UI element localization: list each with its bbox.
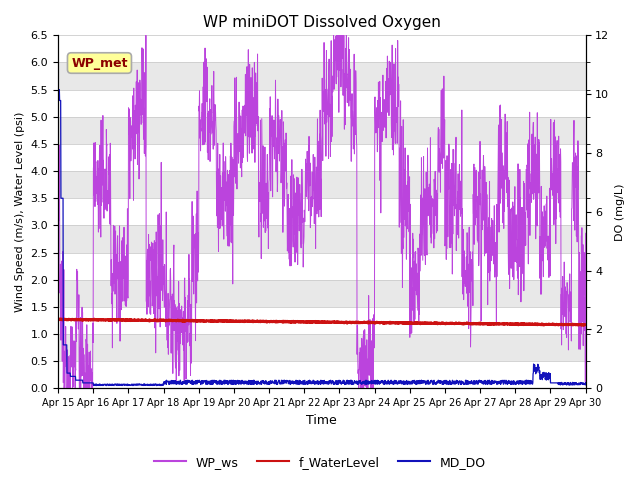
- X-axis label: Time: Time: [307, 414, 337, 427]
- Y-axis label: Wind Speed (m/s), Water Level (psi): Wind Speed (m/s), Water Level (psi): [15, 112, 25, 312]
- Bar: [58, 62, 586, 90]
- Bar: [58, 334, 586, 361]
- Bar: [58, 280, 586, 307]
- Bar: [58, 171, 586, 198]
- Y-axis label: DO (mg/L): DO (mg/L): [615, 183, 625, 240]
- Title: WP miniDOT Dissolved Oxygen: WP miniDOT Dissolved Oxygen: [203, 15, 441, 30]
- Text: WP_met: WP_met: [71, 57, 128, 70]
- Bar: [58, 226, 586, 252]
- Bar: [58, 117, 586, 144]
- Legend: WP_ws, f_WaterLevel, MD_DO: WP_ws, f_WaterLevel, MD_DO: [149, 451, 491, 474]
